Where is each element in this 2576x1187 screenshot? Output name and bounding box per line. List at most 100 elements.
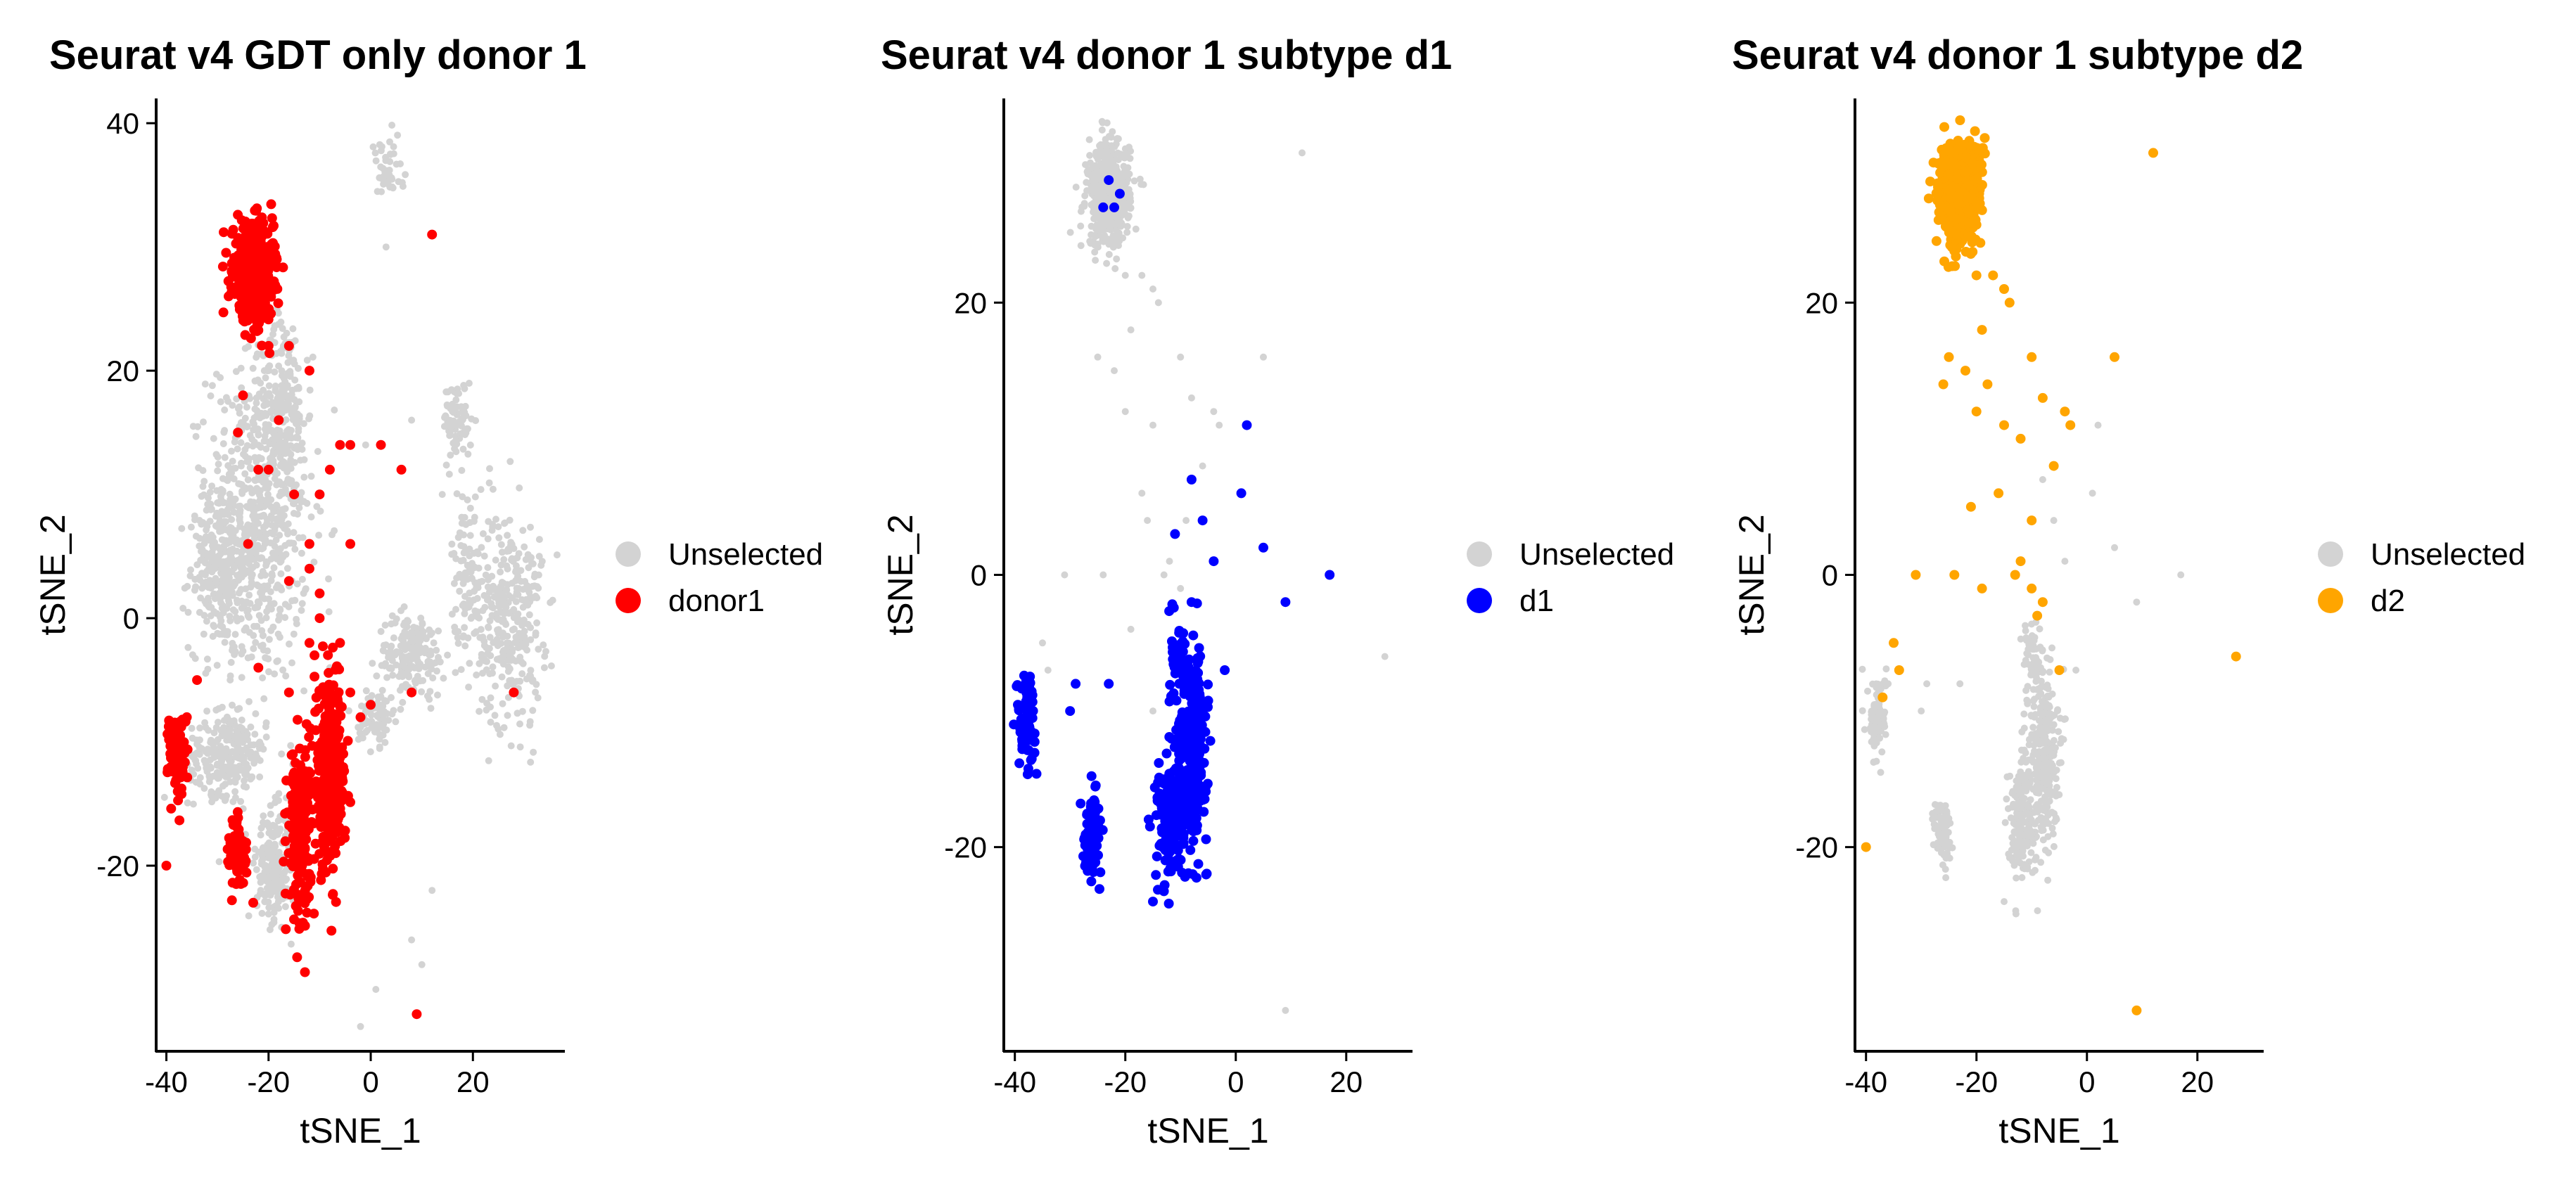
data-point xyxy=(1113,136,1121,143)
data-point xyxy=(193,561,201,569)
data-point xyxy=(221,454,229,461)
data-point xyxy=(381,738,389,746)
data-point xyxy=(345,687,355,698)
data-point xyxy=(1152,851,1162,861)
data-point xyxy=(480,552,488,560)
data-point xyxy=(321,867,331,878)
data-point xyxy=(269,883,277,890)
data-point xyxy=(487,719,495,726)
data-point xyxy=(500,579,507,587)
data-point xyxy=(200,418,207,426)
data-point xyxy=(374,724,381,731)
data-point xyxy=(265,636,273,643)
data-point xyxy=(218,307,229,318)
data-point xyxy=(427,229,438,240)
data-point xyxy=(1077,242,1085,250)
data-point xyxy=(1114,156,1122,164)
data-point xyxy=(199,482,207,490)
data-point xyxy=(498,673,506,681)
data-point xyxy=(1098,126,1106,134)
data-point xyxy=(465,380,473,387)
data-point xyxy=(1138,489,1146,497)
data-point xyxy=(331,897,341,907)
data-point xyxy=(1109,128,1116,136)
data-point xyxy=(376,743,383,751)
data-point xyxy=(279,489,286,497)
data-point xyxy=(1186,475,1197,485)
data-point xyxy=(1170,844,1180,854)
y-tick-label: 20 xyxy=(954,286,987,319)
data-point xyxy=(1080,200,1088,207)
data-point xyxy=(1185,845,1196,855)
data-point xyxy=(1196,742,1206,752)
data-point xyxy=(327,785,338,796)
data-point xyxy=(288,659,295,667)
data-point xyxy=(1144,821,1155,832)
data-point xyxy=(290,529,298,537)
data-point xyxy=(236,403,243,411)
data-point xyxy=(1177,665,1187,675)
data-point xyxy=(281,439,289,447)
data-point xyxy=(196,724,204,732)
data-point xyxy=(1093,803,1104,814)
series-unselected xyxy=(160,122,561,1030)
data-point xyxy=(1024,707,1035,717)
data-point xyxy=(264,910,272,918)
data-point xyxy=(1071,679,1081,689)
data-point xyxy=(1061,571,1069,579)
data-point xyxy=(273,409,281,416)
data-point xyxy=(458,574,466,582)
data-point xyxy=(476,660,483,667)
data-point xyxy=(205,494,212,502)
data-point xyxy=(243,771,250,778)
data-point xyxy=(241,345,249,352)
data-point xyxy=(226,539,234,546)
data-point xyxy=(366,700,376,710)
data-point xyxy=(275,790,283,797)
data-point xyxy=(1197,515,1208,526)
data-point xyxy=(263,340,274,351)
data-point xyxy=(237,755,244,762)
data-point xyxy=(253,464,264,475)
data-point xyxy=(289,325,297,333)
data-point xyxy=(426,651,433,659)
data-point xyxy=(489,485,497,493)
data-point xyxy=(225,569,232,577)
data-point xyxy=(390,150,397,158)
data-point xyxy=(214,499,222,506)
data-point xyxy=(270,909,278,916)
data-point xyxy=(1201,834,1211,845)
data-point xyxy=(162,729,173,739)
data-point xyxy=(1144,517,1152,525)
data-point xyxy=(466,660,473,667)
points-layer xyxy=(160,122,561,1030)
data-point xyxy=(231,788,239,795)
data-point xyxy=(291,757,301,768)
data-point xyxy=(428,887,436,894)
data-point xyxy=(1187,698,1197,709)
data-point xyxy=(459,602,466,609)
data-point xyxy=(1166,866,1176,877)
data-point xyxy=(471,608,479,615)
data-point xyxy=(336,702,347,712)
data-point xyxy=(259,641,267,649)
data-point xyxy=(367,711,375,719)
data-point xyxy=(231,856,242,867)
data-point xyxy=(532,629,540,637)
data-point xyxy=(1203,679,1213,690)
data-point xyxy=(272,536,280,544)
data-point xyxy=(286,640,293,648)
data-point xyxy=(188,724,196,732)
data-point xyxy=(225,502,233,510)
legend-label: d1 xyxy=(1519,584,1554,618)
data-point xyxy=(1044,667,1052,674)
data-point xyxy=(377,693,385,700)
data-point xyxy=(263,464,274,475)
data-point xyxy=(379,173,387,181)
data-point xyxy=(1159,880,1170,890)
data-point xyxy=(373,672,381,680)
data-point xyxy=(324,464,335,475)
data-point xyxy=(301,719,312,729)
data-point xyxy=(514,591,522,598)
data-point xyxy=(262,723,269,731)
